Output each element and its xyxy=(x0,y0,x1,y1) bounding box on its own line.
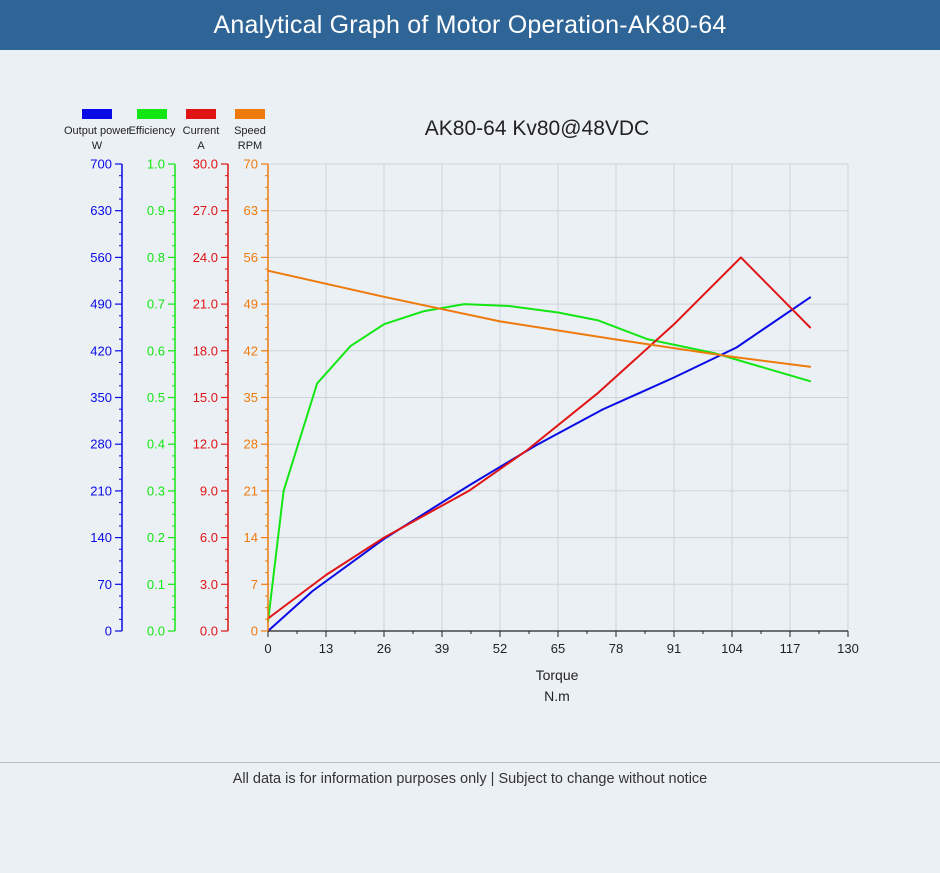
page-title: Analytical Graph of Motor Operation-AK80… xyxy=(213,10,727,39)
x-tick-label: 91 xyxy=(667,641,681,656)
current-tick-label: 3.0 xyxy=(200,577,218,592)
current-tick-label: 15.0 xyxy=(193,390,218,405)
power-tick-label: 0 xyxy=(105,624,112,639)
power-tick-label: 490 xyxy=(90,297,112,312)
efficiency-tick-label: 0.7 xyxy=(147,297,165,312)
x-axis-label: Torque xyxy=(536,667,579,683)
efficiency-tick-label: 0.3 xyxy=(147,483,165,498)
efficiency-tick-label: 0.2 xyxy=(147,530,165,545)
power-tick-label: 630 xyxy=(90,203,112,218)
power-tick-label: 280 xyxy=(90,437,112,452)
efficiency-tick-label: 0.6 xyxy=(147,343,165,358)
efficiency-tick-label: 0.5 xyxy=(147,390,165,405)
speed-tick-label: 7 xyxy=(251,577,258,592)
current-tick-label: 6.0 xyxy=(200,530,218,545)
x-tick-label: 13 xyxy=(319,641,333,656)
speed-tick-label: 63 xyxy=(244,203,258,218)
speed-tick-label: 14 xyxy=(244,530,258,545)
chart-axes: 0 13 26 39 52 65 78 91 104 117 130TorqueN.m0701402… xyxy=(90,157,859,705)
current-tick-label: 30.0 xyxy=(193,157,218,172)
legend-label-efficiency: Efficiency xyxy=(129,125,176,137)
x-tick-label: 130 xyxy=(837,641,859,656)
power-tick-label: 210 xyxy=(90,483,112,498)
current-tick-label: 0.0 xyxy=(200,624,218,639)
efficiency-tick-label: 0.9 xyxy=(147,203,165,218)
power-tick-label: 140 xyxy=(90,530,112,545)
speed-tick-label: 56 xyxy=(244,250,258,265)
legend-label-speed: Speed xyxy=(234,125,266,137)
series-line-current xyxy=(267,256,812,620)
current-tick-label: 24.0 xyxy=(193,250,218,265)
motor-performance-chart: 0 13 26 39 52 65 78 91 104 117 130TorqueN.m0701402… xyxy=(0,50,940,762)
legend-unit-speed: RPM xyxy=(238,140,262,152)
x-tick-label: 52 xyxy=(493,641,507,656)
legend-unit-power: W xyxy=(92,140,103,152)
series-line-efficiency xyxy=(267,303,812,623)
speed-tick-label: 70 xyxy=(244,157,258,172)
speed-tick-label: 35 xyxy=(244,390,258,405)
chart-background xyxy=(0,50,940,762)
efficiency-tick-label: 0.1 xyxy=(147,577,165,592)
efficiency-tick-label: 1.0 xyxy=(147,157,165,172)
current-tick-label: 9.0 xyxy=(200,483,218,498)
speed-tick-label: 49 xyxy=(244,297,258,312)
x-tick-label: 104 xyxy=(721,641,743,656)
speed-tick-label: 42 xyxy=(244,343,258,358)
legend-label-power: Output power xyxy=(64,125,130,137)
legend-swatch-power xyxy=(82,109,112,119)
chart-series-layer xyxy=(267,256,812,632)
legend-unit-current: A xyxy=(197,140,205,152)
series-line-speed xyxy=(267,269,812,368)
speed-tick-label: 28 xyxy=(244,437,258,452)
x-tick-label: 26 xyxy=(377,641,391,656)
power-tick-label: 70 xyxy=(98,577,112,592)
power-tick-label: 350 xyxy=(90,390,112,405)
x-tick-label: 0 xyxy=(264,641,271,656)
chart-grid xyxy=(268,163,849,631)
x-tick-label: 78 xyxy=(609,641,623,656)
power-tick-label: 560 xyxy=(90,250,112,265)
power-tick-label: 420 xyxy=(90,343,112,358)
speed-tick-label: 21 xyxy=(244,483,258,498)
efficiency-tick-label: 0.0 xyxy=(147,624,165,639)
chart-area: 0 13 26 39 52 65 78 91 104 117 130 Torque N.m 0 70 140 2… xyxy=(0,50,940,762)
efficiency-tick-label: 0.4 xyxy=(147,437,165,452)
footer-divider xyxy=(0,762,940,763)
current-tick-label: 12.0 xyxy=(193,437,218,452)
chart-legend: Output power W Efficiency Current A Speed RPM xyxy=(64,109,266,152)
x-tick-label: 39 xyxy=(435,641,449,656)
power-tick-label: 700 xyxy=(90,157,112,172)
legend-swatch-efficiency xyxy=(137,109,167,119)
x-axis-unit: N.m xyxy=(544,688,570,704)
page-header: Analytical Graph of Motor Operation-AK80… xyxy=(0,0,940,50)
current-tick-label: 27.0 xyxy=(193,203,218,218)
legend-swatch-speed xyxy=(235,109,265,119)
chart-title: AK80-64 Kv80@48VDC xyxy=(425,117,649,140)
series-line-power xyxy=(267,296,812,632)
speed-tick-label: 0 xyxy=(251,624,258,639)
legend-label-current: Current xyxy=(183,125,220,137)
x-tick-label: 65 xyxy=(551,641,565,656)
x-tick-label: 117 xyxy=(780,641,801,656)
footer-note: All data is for information purposes onl… xyxy=(232,771,708,787)
current-tick-label: 18.0 xyxy=(193,343,218,358)
legend-swatch-current xyxy=(186,109,216,119)
current-tick-label: 21.0 xyxy=(193,297,218,312)
efficiency-tick-label: 0.8 xyxy=(147,250,165,265)
